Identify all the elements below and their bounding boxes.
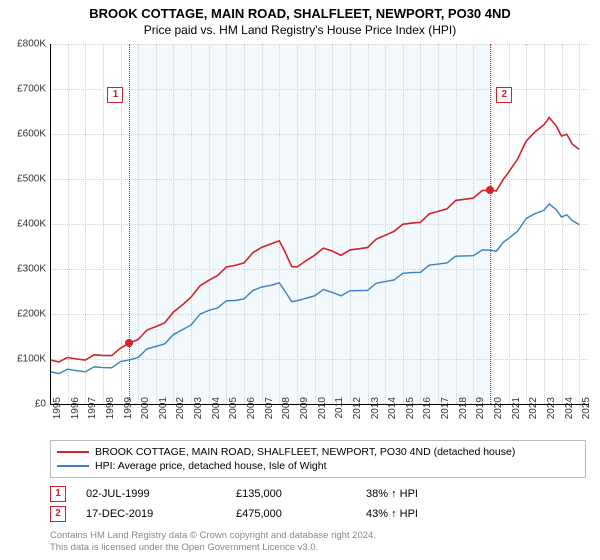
event-price: £135,000 xyxy=(236,488,346,500)
y-tick-label: £800K xyxy=(2,39,46,50)
y-tick-label: £500K xyxy=(2,174,46,185)
y-tick-label: £400K xyxy=(2,219,46,230)
footer-line-2: This data is licensed under the Open Gov… xyxy=(50,542,586,554)
event-date: 17-DEC-2019 xyxy=(86,508,216,520)
footer-attribution: Contains HM Land Registry data © Crown c… xyxy=(50,530,586,554)
legend-row: HPI: Average price, detached house, Isle… xyxy=(57,459,579,473)
event-row-marker: 1 xyxy=(50,486,66,502)
event-date: 02-JUL-1999 xyxy=(86,488,216,500)
legend-label: BROOK COTTAGE, MAIN ROAD, SHALFLEET, NEW… xyxy=(95,446,515,458)
series-subject xyxy=(50,118,579,362)
y-tick-label: £300K xyxy=(2,264,46,275)
legend: BROOK COTTAGE, MAIN ROAD, SHALFLEET, NEW… xyxy=(50,440,586,478)
footer-line-1: Contains HM Land Registry data © Crown c… xyxy=(50,530,586,542)
legend-label: HPI: Average price, detached house, Isle… xyxy=(95,460,327,472)
events-table: 1 02-JUL-1999 £135,000 38% ↑ HPI 2 17-DEC-201… xyxy=(50,484,586,524)
event-row-marker: 2 xyxy=(50,506,66,522)
y-tick-label: £600K xyxy=(2,129,46,140)
y-tick-label: £0 xyxy=(2,399,46,410)
chart-area: £0£100K£200K£300K£400K£500K£600K£700K£80… xyxy=(50,44,588,404)
event-price: £475,000 xyxy=(236,508,346,520)
series-hpi xyxy=(50,204,579,374)
y-tick-label: £200K xyxy=(2,309,46,320)
chart-subtitle: Price paid vs. HM Land Registry's House … xyxy=(0,21,600,41)
event-delta: 43% ↑ HPI xyxy=(366,508,476,520)
event-delta: 38% ↑ HPI xyxy=(366,488,476,500)
event-row: 2 17-DEC-2019 £475,000 43% ↑ HPI xyxy=(50,504,586,524)
y-tick-label: £700K xyxy=(2,84,46,95)
y-tick-label: £100K xyxy=(2,354,46,365)
chart-title: BROOK COTTAGE, MAIN ROAD, SHALFLEET, NEW… xyxy=(0,0,600,21)
legend-row: BROOK COTTAGE, MAIN ROAD, SHALFLEET, NEW… xyxy=(57,445,579,459)
event-row: 1 02-JUL-1999 £135,000 38% ↑ HPI xyxy=(50,484,586,504)
